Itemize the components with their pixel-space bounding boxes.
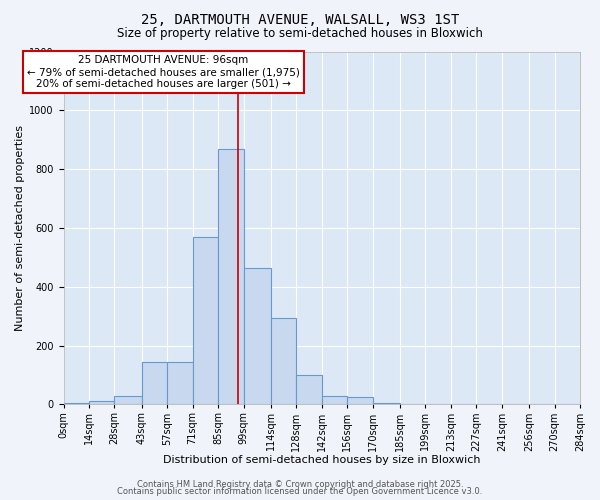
- Bar: [218, 148, 244, 404]
- Bar: [142, 362, 167, 405]
- Bar: [296, 375, 322, 404]
- Text: Size of property relative to semi-detached houses in Bloxwich: Size of property relative to semi-detach…: [117, 28, 483, 40]
- Bar: [322, 396, 347, 404]
- Bar: [64, 403, 89, 404]
- Bar: [115, 396, 142, 404]
- Text: Contains public sector information licensed under the Open Government Licence v3: Contains public sector information licen…: [118, 487, 482, 496]
- Text: Contains HM Land Registry data © Crown copyright and database right 2025.: Contains HM Land Registry data © Crown c…: [137, 480, 463, 489]
- Bar: [347, 397, 373, 404]
- Bar: [271, 318, 296, 404]
- X-axis label: Distribution of semi-detached houses by size in Bloxwich: Distribution of semi-detached houses by …: [163, 455, 481, 465]
- Text: 25, DARTMOUTH AVENUE, WALSALL, WS3 1ST: 25, DARTMOUTH AVENUE, WALSALL, WS3 1ST: [141, 12, 459, 26]
- Bar: [244, 268, 271, 404]
- Bar: [89, 401, 115, 404]
- Bar: [373, 403, 400, 404]
- Text: 25 DARTMOUTH AVENUE: 96sqm
← 79% of semi-detached houses are smaller (1,975)
20%: 25 DARTMOUTH AVENUE: 96sqm ← 79% of semi…: [27, 56, 300, 88]
- Bar: [167, 362, 193, 405]
- Y-axis label: Number of semi-detached properties: Number of semi-detached properties: [15, 125, 25, 331]
- Bar: [193, 237, 218, 404]
